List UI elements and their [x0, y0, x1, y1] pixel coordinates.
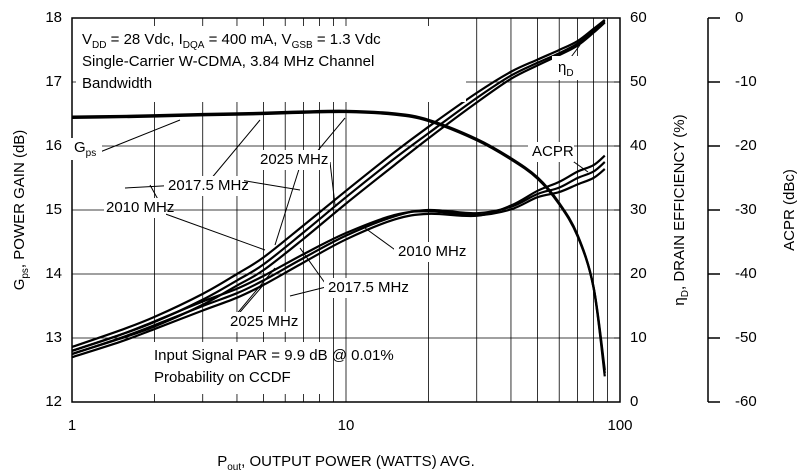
text-part: ACPR	[532, 143, 574, 160]
text-part: P	[217, 453, 227, 470]
annotation-arrow	[239, 179, 301, 191]
frequency-label: 2010 MHz	[398, 243, 466, 260]
text-part: Probability on CCDF	[154, 369, 291, 386]
y3-tick-label: -50	[735, 329, 757, 346]
annotations: VDD = 28 Vdc, IDQA = 400 mA, VGSB = 1.3 …	[68, 26, 589, 394]
efficiency-curve	[71, 21, 606, 356]
y3-tick-label: -60	[735, 393, 757, 410]
y-tick-label: 18	[45, 9, 62, 26]
efficiency-curve	[71, 19, 606, 348]
text-part: out	[227, 462, 241, 473]
y2-tick-label: 40	[630, 137, 647, 154]
text-part: DD	[92, 40, 106, 51]
label-box	[528, 142, 574, 162]
text-part: DQA	[183, 40, 205, 51]
text-part: η	[558, 59, 566, 76]
gps-label: Gps	[74, 139, 96, 159]
text-part: = 400 mA, V	[204, 31, 291, 48]
text-part: ps	[20, 268, 31, 279]
x-tick-label: 10	[338, 417, 355, 434]
text-part: D	[680, 290, 691, 297]
text-part: Input Signal PAR = 9.9 dB @ 0.01%	[154, 347, 394, 364]
y2-tick-label: 10	[630, 329, 647, 346]
text-part: η	[671, 297, 688, 305]
text-part: Single-Carrier W-CDMA, 3.84 MHz Channel	[82, 53, 374, 70]
acpr-label: ACPR	[532, 143, 574, 160]
frequency-label: 2010 MHz	[106, 199, 174, 216]
annotation-arrow	[274, 165, 301, 246]
y3-tick-label: 0	[735, 9, 743, 26]
text-part: ACPR (dBc)	[781, 169, 798, 251]
signal-note-line: Probability on CCDF	[154, 369, 291, 386]
label-box	[394, 242, 460, 262]
annotation-arrow	[364, 227, 399, 253]
y2-tick-label: 0	[630, 393, 638, 410]
text-part: V	[82, 31, 92, 48]
y-tick-label: 12	[45, 393, 62, 410]
y2-axis-title: ηD, DRAIN EFFICIENCY (%)	[671, 114, 691, 305]
text-part: G	[74, 139, 86, 156]
frequency-label: 2025 MHz	[230, 313, 298, 330]
label-box	[150, 342, 320, 394]
text-part: = 28 Vdc, I	[106, 31, 182, 48]
label-box	[324, 278, 406, 298]
frequency-label: 2017.5 MHz	[328, 279, 409, 296]
efficiency-curve	[71, 20, 606, 352]
label-box	[552, 56, 584, 80]
curves	[71, 19, 606, 377]
label-box	[164, 176, 244, 196]
text-part: = 1.3 Vdc	[313, 31, 381, 48]
y-tick-label: 14	[45, 265, 62, 282]
y2-tick-label: 60	[630, 9, 647, 26]
label-box	[68, 138, 102, 160]
label-box	[226, 312, 296, 332]
text-part: , DRAIN EFFICIENCY (%)	[671, 114, 688, 290]
y2-tick-label: 20	[630, 265, 647, 282]
conditions-line: VDD = 28 Vdc, IDQA = 400 mA, VGSB = 1.3 …	[82, 31, 381, 51]
text-part: , POWER GAIN (dB)	[11, 130, 28, 268]
text-part: ps	[86, 148, 97, 159]
y2-tick-label: 30	[630, 201, 647, 218]
y-tick-label: 15	[45, 201, 62, 218]
y3-tick-label: -20	[735, 137, 757, 154]
annotation-arrow	[209, 119, 261, 181]
annotation-arrow	[159, 211, 266, 251]
label-box	[76, 26, 466, 102]
signal-note-line: Input Signal PAR = 9.9 dB @ 0.01%	[154, 347, 394, 364]
conditions-line: Single-Carrier W-CDMA, 3.84 MHz Channel	[82, 53, 374, 70]
x-tick-label: 1	[68, 417, 76, 434]
gps-curve	[71, 109, 606, 371]
annotation-arrow	[99, 119, 181, 153]
text-part: , OUTPUT POWER (WATTS) AVG.	[241, 453, 475, 470]
y2-tick-label: 50	[630, 73, 647, 90]
y-axis-title: Gps, POWER GAIN (dB)	[11, 130, 31, 291]
frequency-label: 2017.5 MHz	[168, 177, 249, 194]
x-tick-label: 100	[607, 417, 632, 434]
efficiency-label: ηD	[558, 59, 574, 79]
x-axis-title: Pout, OUTPUT POWER (WATTS) AVG.	[217, 453, 475, 473]
y3-tick-label: -10	[735, 73, 757, 90]
y3-tick-label: -30	[735, 201, 757, 218]
y-tick-label: 13	[45, 329, 62, 346]
label-box	[104, 198, 166, 218]
text-part: Bandwidth	[82, 75, 152, 92]
text-part: D	[566, 68, 573, 79]
text-part: GSB	[292, 40, 313, 51]
y-tick-label: 16	[45, 137, 62, 154]
annotation-arrow	[289, 285, 331, 297]
acpr-curve	[71, 154, 606, 359]
annotation-arrow	[329, 161, 336, 206]
text-part: G	[11, 279, 28, 291]
conditions-line: Bandwidth	[82, 75, 152, 92]
y3-axis-title: ACPR (dBc)	[781, 169, 798, 251]
y3-tick-label: -40	[735, 265, 757, 282]
frequency-label: 2025 MHz	[260, 151, 328, 168]
label-box	[256, 150, 330, 170]
y-tick-label: 17	[45, 73, 62, 90]
